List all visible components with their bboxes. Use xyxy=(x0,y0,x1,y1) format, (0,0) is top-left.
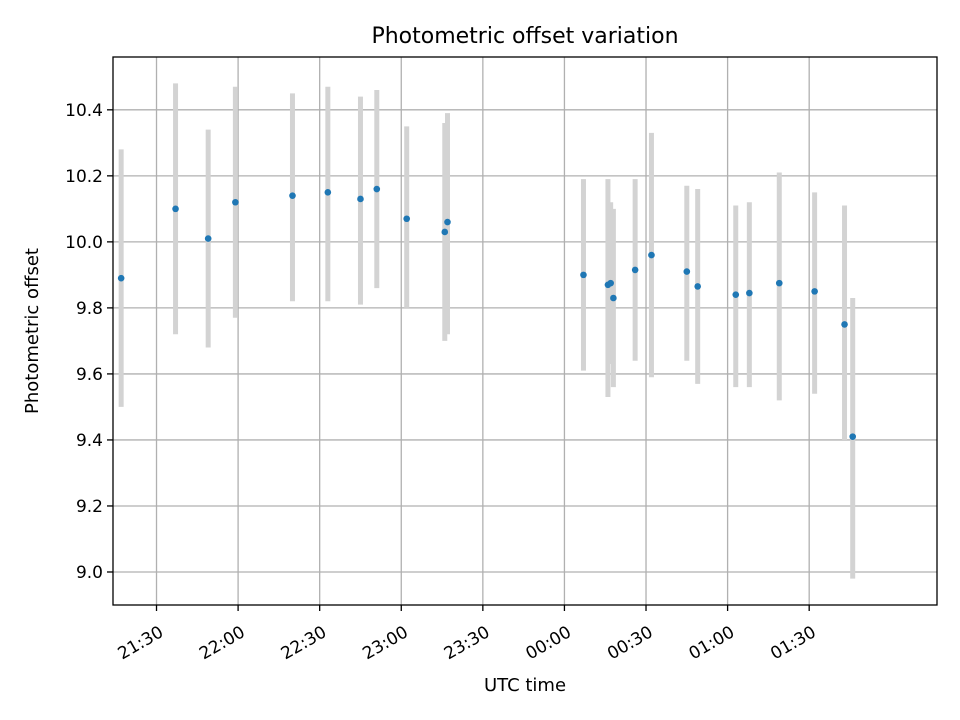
data-point xyxy=(403,215,411,223)
data-point xyxy=(694,283,701,290)
data-point xyxy=(610,294,617,302)
x-tick-label: 23:00 xyxy=(359,622,411,664)
error-bars xyxy=(118,83,856,579)
data-point xyxy=(648,251,655,259)
y-tick-label: 9.2 xyxy=(76,497,103,517)
x-tick-label: 01:30 xyxy=(767,622,819,664)
y-tick-label: 9.6 xyxy=(76,365,103,385)
y-tick-label: 10.2 xyxy=(65,167,103,187)
data-point xyxy=(580,271,587,279)
data-point xyxy=(204,235,212,242)
y-axis-ticks: 9.0 9.2 9.4 9.6 9.8 10.0 10.2 10.4 xyxy=(65,101,113,583)
data-point xyxy=(841,321,848,328)
x-tick-label: 22:00 xyxy=(196,622,248,664)
x-tick-label: 23:30 xyxy=(441,622,493,664)
data-point xyxy=(289,192,296,199)
x-axis-label: UTC time xyxy=(484,675,566,696)
x-tick-label: 21:30 xyxy=(115,622,167,664)
data-point xyxy=(444,218,451,226)
data-point xyxy=(683,268,691,275)
y-tick-label: 10.0 xyxy=(65,233,103,253)
y-tick-label: 9.8 xyxy=(76,299,103,319)
x-tick-label: 01:00 xyxy=(686,622,738,664)
x-tick-label: 00:30 xyxy=(604,622,656,664)
data-point xyxy=(811,288,818,295)
y-tick-label: 10.4 xyxy=(65,101,103,121)
data-point xyxy=(324,189,332,196)
data-point xyxy=(607,279,614,287)
data-point xyxy=(117,274,125,282)
y-axis-label: Photometric offset xyxy=(22,248,43,414)
plot-frame xyxy=(112,56,938,606)
data-points xyxy=(117,185,856,440)
data-point xyxy=(232,198,239,206)
chart-title: Photometric offset variation xyxy=(371,24,678,49)
data-point xyxy=(441,228,449,236)
x-tick-label: 00:00 xyxy=(522,622,574,664)
x-tick-label: 22:30 xyxy=(278,622,330,664)
data-point xyxy=(732,291,740,298)
x-axis-ticks: 21:30 22:00 22:30 23:00 23:30 00:00 00:30 01:00… xyxy=(115,605,820,664)
data-point xyxy=(172,205,179,213)
data-point xyxy=(746,289,753,297)
data-point xyxy=(357,195,364,203)
grid-lines xyxy=(113,57,937,605)
y-tick-label: 9.4 xyxy=(76,431,103,451)
data-point xyxy=(373,185,381,193)
data-point xyxy=(849,433,856,440)
y-tick-label: 9.0 xyxy=(76,563,103,583)
data-point xyxy=(775,279,783,287)
data-point xyxy=(631,266,639,274)
